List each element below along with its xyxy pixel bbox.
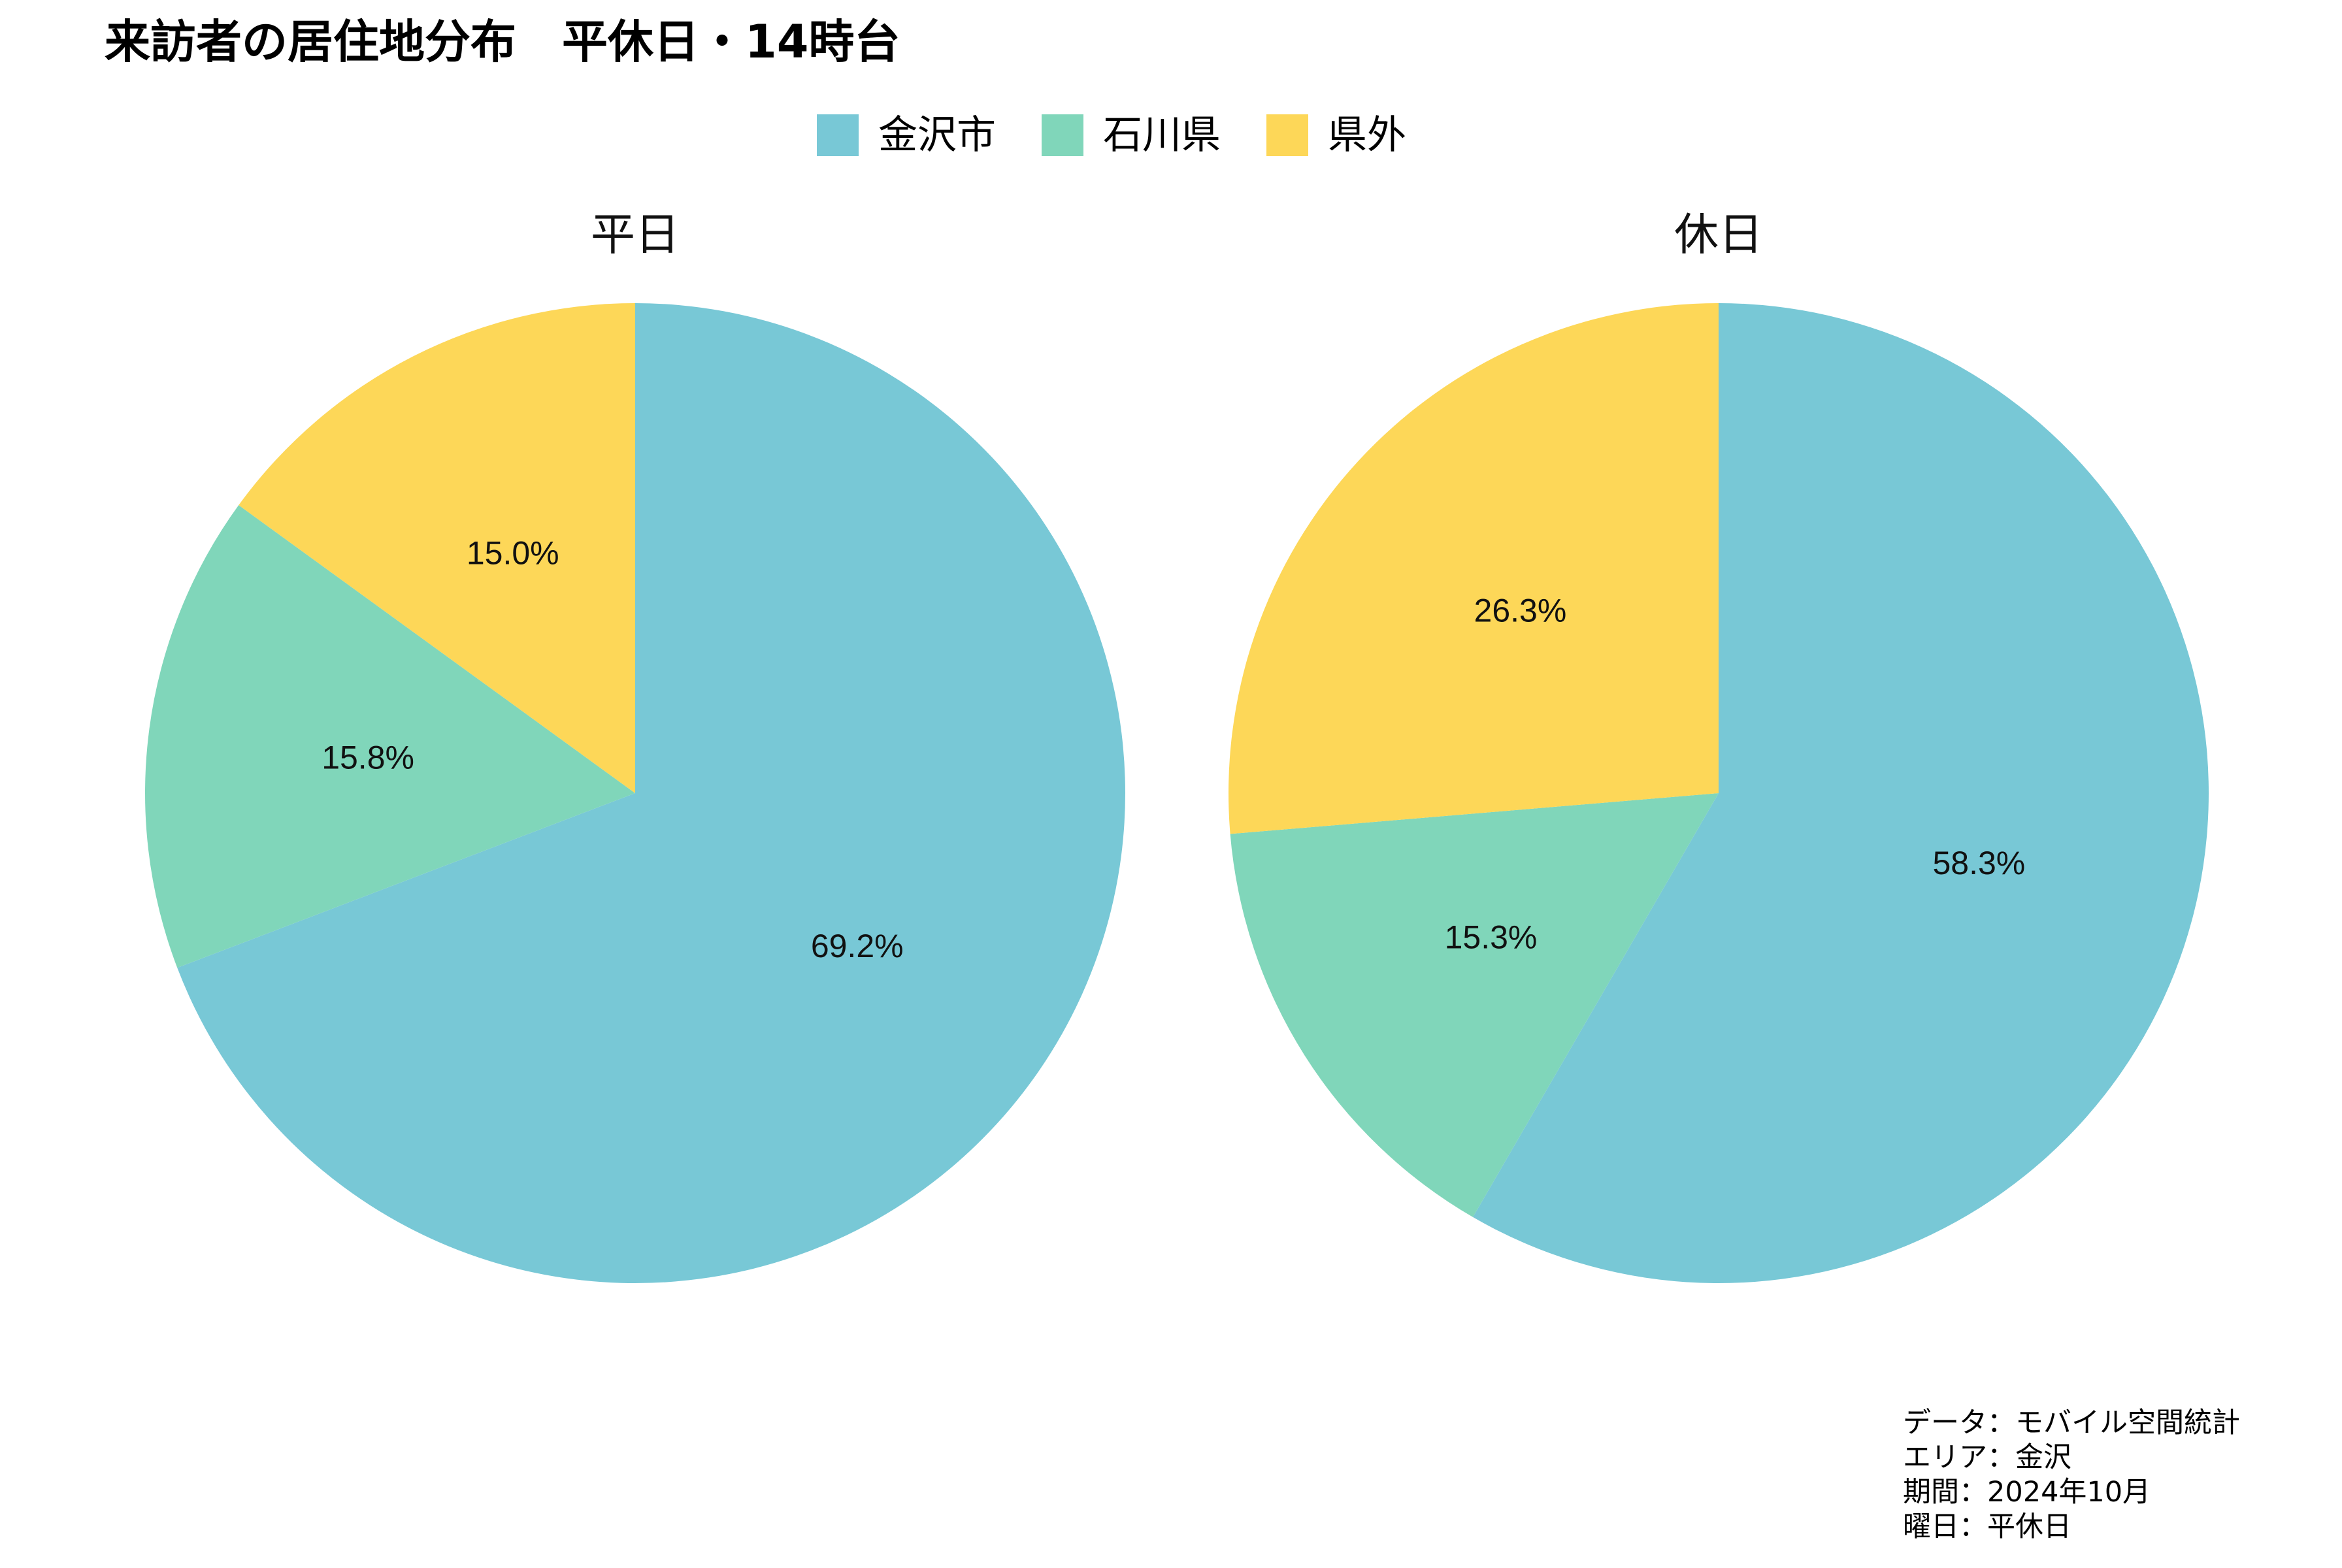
- note-line-area: エリア：金沢: [1903, 1441, 2071, 1474]
- pie-label-weekday-outside: 15.0%: [467, 534, 559, 571]
- pie-title-weekday: 平日: [591, 210, 680, 261]
- chart-title: 来訪者の居住地分布 平休日・14時台: [105, 15, 900, 69]
- legend-item-ishikawa: 石川県: [1042, 112, 1221, 158]
- legend-item-kanazawa: 金沢市: [817, 112, 996, 158]
- pie-slice-weekday-ishikawa: [144, 505, 636, 968]
- pie-label-holiday-outside: 26.3%: [1474, 593, 1567, 629]
- legend-swatch-outside: [1266, 114, 1308, 156]
- pie-label-weekday-ishikawa: 15.8%: [322, 740, 414, 776]
- pie-slice-holiday-kanazawa: [1472, 303, 2209, 1283]
- legend-label-ishikawa: 石川県: [1103, 112, 1221, 158]
- source-note: データ：モバイル空間統計 エリア：金沢 期間：2024年10月 曜日：平休日: [1903, 1406, 2240, 1544]
- pie-chart-holiday: 58.3% 15.3% 26.3% 休日: [1229, 210, 2209, 1283]
- pie-slice-weekday-outside: [239, 303, 635, 793]
- legend-label-outside: 県外: [1328, 112, 1406, 158]
- legend-swatch-kanazawa: [817, 114, 859, 156]
- pie-label-weekday-kanazawa: 69.2%: [811, 928, 904, 964]
- note-line-period: 期間：2024年10月: [1903, 1476, 2151, 1509]
- legend-item-outside: 県外: [1266, 112, 1406, 158]
- legend-swatch-ishikawa: [1042, 114, 1083, 156]
- pie-slice-holiday-outside: [1229, 303, 1719, 834]
- note-line-day: 曜日：平休日: [1903, 1511, 2071, 1543]
- legend-label-kanazawa: 金沢市: [878, 112, 996, 158]
- pie-label-holiday-ishikawa: 15.3%: [1445, 919, 1538, 956]
- note-line-data: データ：モバイル空間統計: [1903, 1407, 2240, 1439]
- pie-slice-holiday-ishikawa: [1230, 793, 1719, 1217]
- legend: 金沢市 石川県 県外: [817, 112, 1452, 158]
- pie-title-holiday: 休日: [1674, 210, 1763, 261]
- pie-slice-weekday-kanazawa: [177, 303, 1125, 1283]
- pie-label-holiday-kanazawa: 58.3%: [1932, 845, 2025, 881]
- pie-chart-weekday: 69.2% 15.8% 15.0% 平日: [144, 210, 1125, 1283]
